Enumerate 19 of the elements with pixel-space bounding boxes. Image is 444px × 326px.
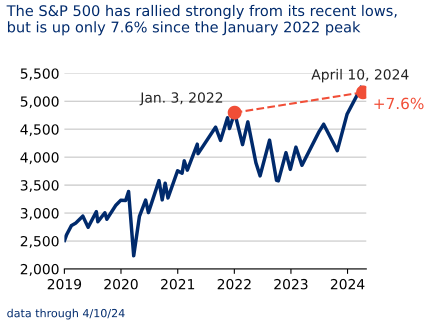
y-tick-label: 2,500 [20,236,59,248]
y-tick-label: 4,000 [20,152,59,164]
y-tick-label: 5,500 [20,68,59,80]
y-tick-label: 3,000 [20,208,59,220]
y-tick-label: 2,000 [20,264,59,276]
x-tick-label: 2023 [274,278,308,290]
y-tick-label: 5,000 [20,96,59,108]
chart-title: The S&P 500 has rallied strongly from its recent lows, but is up only 7.6% since the January 2022 peak [6,4,397,36]
annotation: Jan. 3, 2022 [140,92,222,106]
x-tick-label: 2019 [48,278,82,290]
x-tick-label: 2021 [161,278,194,290]
annotation: +7.6% [374,98,424,110]
x-tick-label: 2020 [104,278,138,290]
x-tick-label: 2024 [330,278,364,290]
annotation: April 10, 2024 [311,68,408,82]
text: data through 4/10/24 [7,308,125,320]
y-tick-label: 3,500 [20,180,59,192]
x-tick-label: 2022 [218,278,251,290]
y-tick-label: 4,500 [20,124,59,136]
